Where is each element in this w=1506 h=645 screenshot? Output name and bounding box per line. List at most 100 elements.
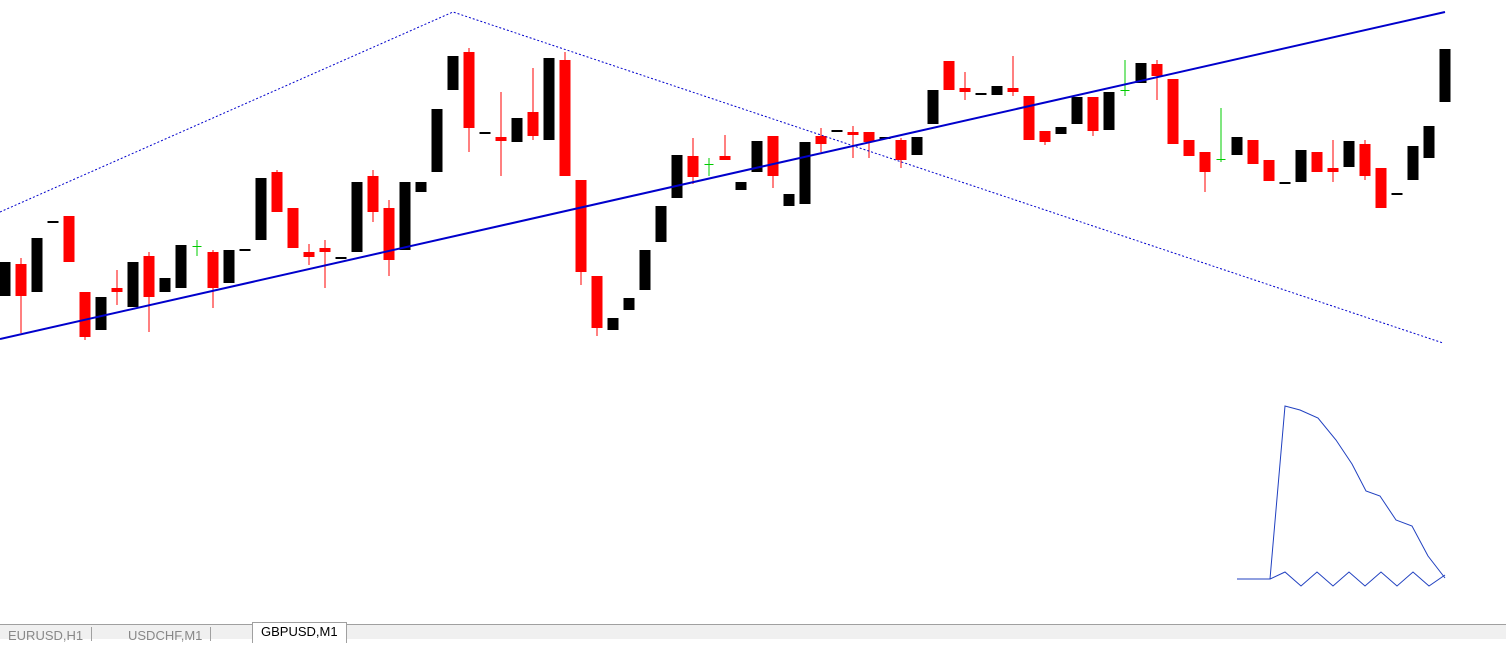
candle-body [511,118,523,142]
candles [0,48,1451,340]
candle-body [1120,90,1130,91]
candle-body [1375,168,1387,208]
candle-body [1311,152,1323,172]
candle-body [367,176,379,212]
candle-body [415,182,427,192]
candle-body [991,86,1003,95]
candle-body [95,297,107,330]
candle-body [159,278,171,292]
candle-body [111,288,123,292]
candle-body [0,262,11,296]
candle-body [63,216,75,262]
candle-body [31,238,43,292]
candle-body [1263,160,1275,181]
candle-body [1199,152,1211,172]
candle-body [383,208,395,260]
trend-line [0,11,1446,340]
candle-body [1231,137,1243,155]
candle-body [1135,63,1147,83]
candle-body [223,250,235,283]
candle-body [1439,49,1451,102]
indicator-line [1237,405,1446,580]
candle-body [431,109,443,172]
candle-body [1103,92,1115,130]
candle-body [79,292,91,337]
candle-body [1295,150,1307,182]
candle-body [831,130,843,132]
candle-body [207,252,219,288]
candle-body [1327,168,1339,172]
candle-body [863,132,875,142]
candle-body [1279,182,1291,184]
candle-body [591,276,603,328]
candle-body [575,180,587,272]
candle-body [559,60,571,176]
candle-body [447,56,459,90]
candle-body [735,182,747,190]
candle-body [1423,126,1435,158]
candle-body [399,182,411,250]
candle-body [287,208,299,248]
candle-body [271,172,283,212]
chart-tab[interactable]: USDCHF,M1 [120,627,212,643]
candle-body [543,58,555,140]
candle-body [1183,140,1195,156]
candle-body [655,206,667,242]
candle-body [527,112,539,136]
candle-body [1247,140,1259,164]
candle-body [463,52,475,128]
candle-body [639,250,651,290]
candle-body [1039,131,1051,142]
candle-body [1216,159,1226,160]
candle-body [351,182,363,252]
candle-body [895,140,907,160]
candle-body [1087,97,1099,131]
candle-body [192,246,202,247]
candle-body [239,249,251,251]
candle-body [943,61,955,90]
candle-body [959,88,971,92]
indicator-zigzag [1269,571,1446,587]
candle-body [1359,144,1371,176]
candle-body [127,262,139,307]
price-chart [0,11,1451,587]
candle-body [719,156,731,160]
candle-body [1007,88,1019,92]
candle-body [799,142,811,204]
candle-body [303,252,315,257]
candle-body [1391,193,1403,195]
tab-bar: EURUSD,H1 USDCHF,M1 GBPUSD,M1 [0,622,1506,643]
candle-body [847,132,859,135]
candle-body [479,132,491,134]
candle-body [15,264,27,296]
candle-body [47,221,59,223]
candle-body [783,194,795,206]
candle-body [143,256,155,297]
candle-body [1071,97,1083,124]
candle-body [911,137,923,155]
candle-body [815,136,827,144]
candle-body [704,164,714,165]
candle-body [687,156,699,177]
candle-body [255,178,267,240]
candle-body [319,248,331,252]
chart-tab[interactable]: GBPUSD,M1 [252,622,347,643]
candle-body [335,257,347,259]
chart-tab[interactable]: EURUSD,H1 [0,627,93,643]
candle-body [175,245,187,288]
candle-body [495,137,507,141]
candle-body [607,318,619,330]
candle-body [1055,127,1067,134]
candle-body [1023,96,1035,140]
candle-body [671,155,683,198]
candle-body [623,298,635,310]
candle-body [751,141,763,172]
channel-line [0,11,1444,344]
candle-body [927,90,939,124]
candle-body [975,93,987,95]
candle-body [1151,64,1163,76]
candle-body [1407,146,1419,180]
candle-body [1343,141,1355,167]
candle-body [1167,79,1179,144]
